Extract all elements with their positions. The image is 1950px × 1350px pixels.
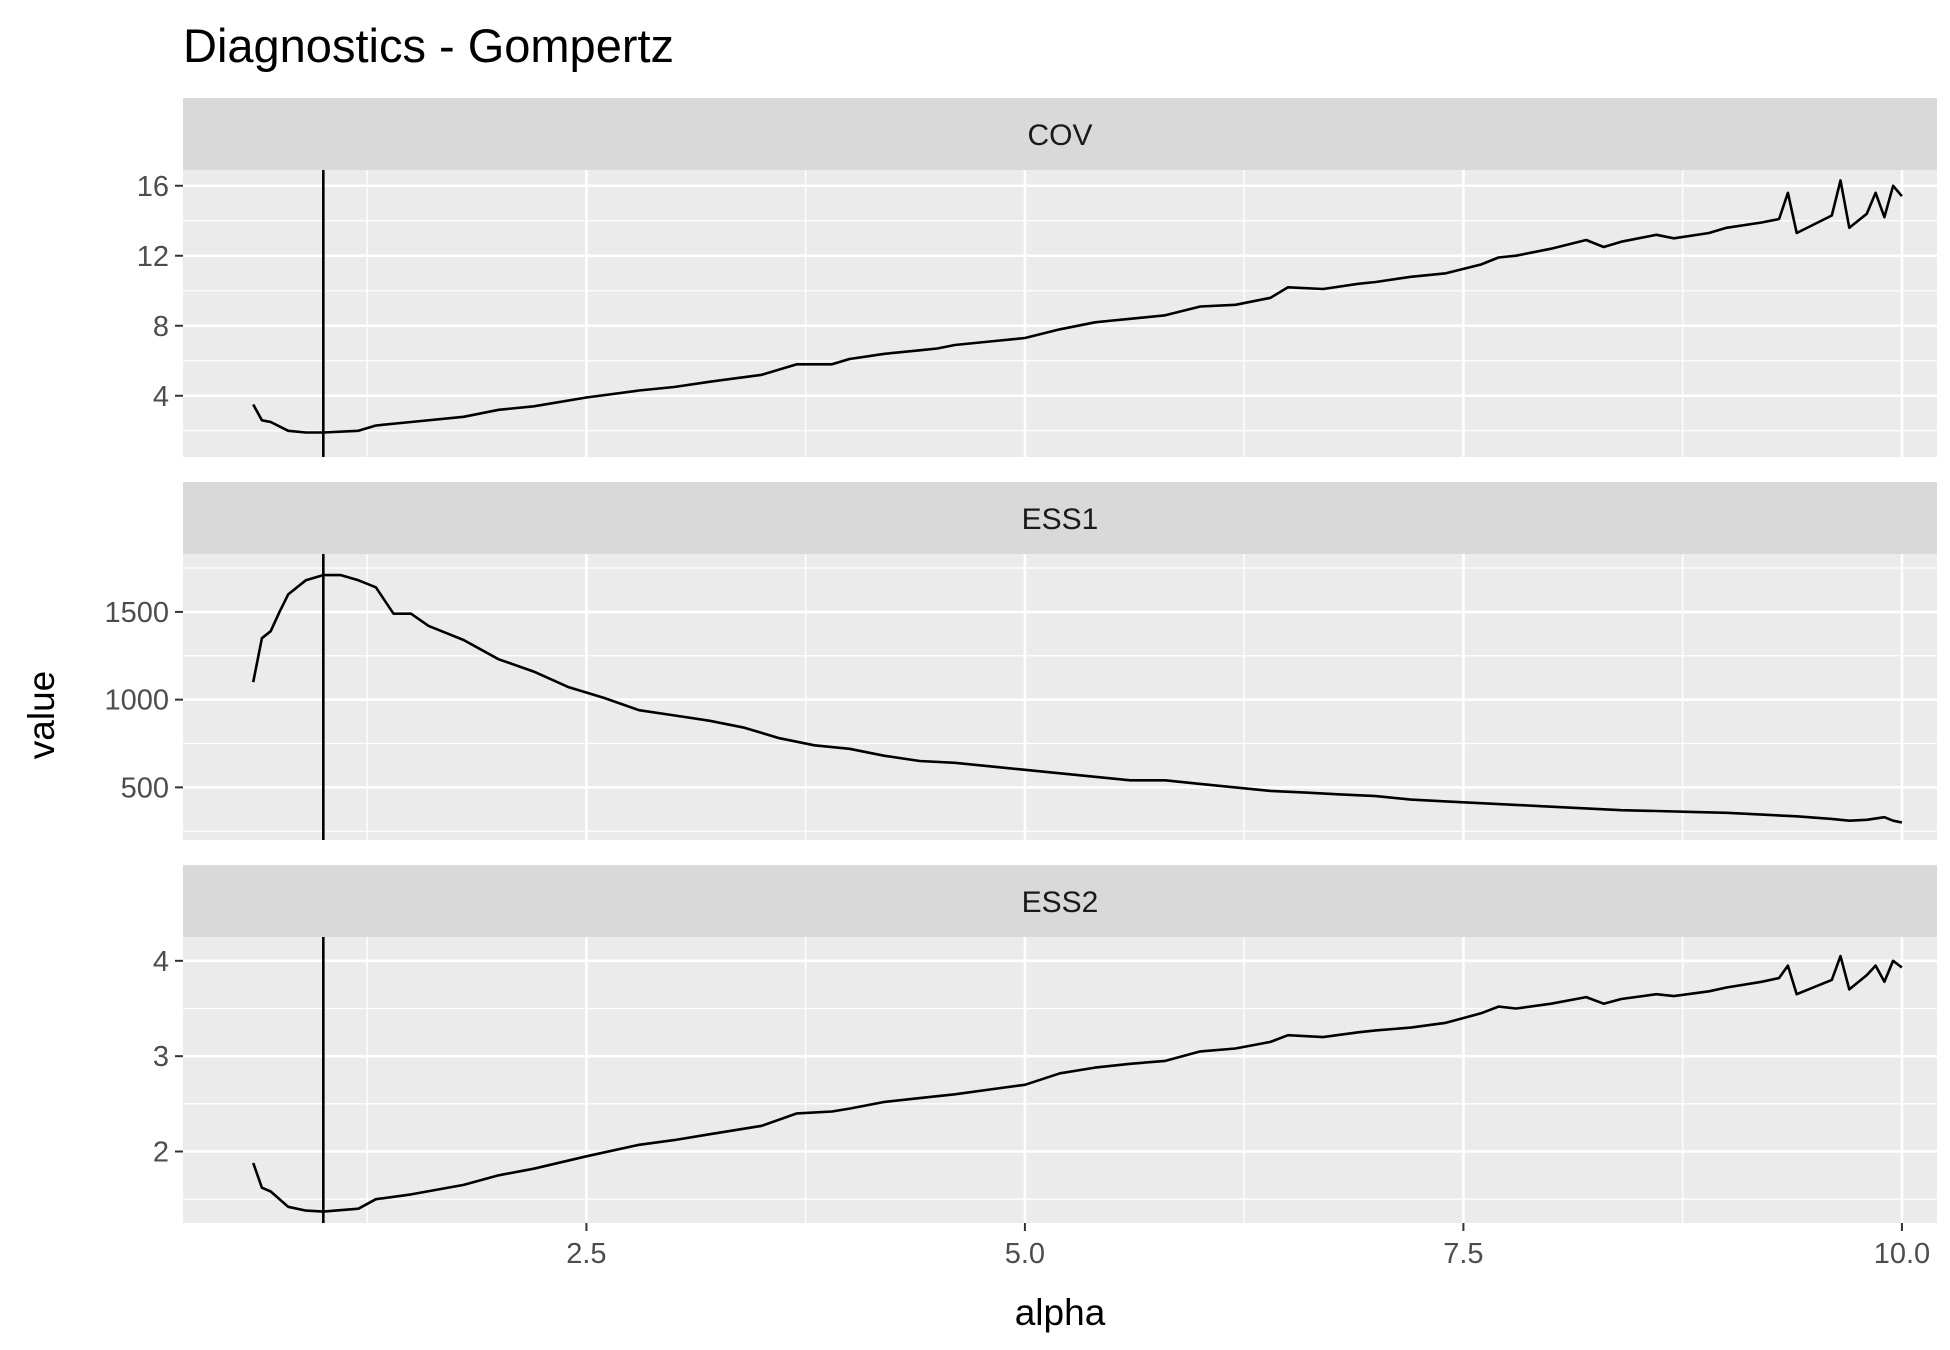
y-tick-label: 4	[153, 381, 169, 413]
strip-background	[183, 98, 1937, 170]
x-tick-label: 2.5	[566, 1238, 606, 1270]
panel-cov: COV 4 8 12 16	[137, 98, 1937, 457]
strip-label: ESS1	[1022, 503, 1099, 536]
y-tick-label: 4	[153, 946, 169, 978]
series-line-ess2	[251, 954, 1903, 1213]
y-tick-label: 16	[137, 171, 169, 203]
y-tick-label: 8	[153, 311, 169, 343]
y-tick-label: 2	[153, 1137, 169, 1169]
series-line-cov	[252, 179, 1903, 434]
chart-title: Diagnostics - Gompertz	[183, 19, 674, 72]
panel-background	[183, 937, 1937, 1223]
strip-background	[183, 482, 1937, 554]
y-tick-label: 3	[153, 1041, 169, 1073]
panel-background	[183, 554, 1937, 840]
strip-label: COV	[1027, 119, 1092, 152]
series-line-ess1	[251, 573, 1903, 824]
x-tick-label: 7.5	[1443, 1238, 1483, 1270]
panel-ess2: ESS2 2 3 4	[153, 865, 1937, 1223]
y-tick-label: 500	[121, 772, 169, 804]
x-axis-title: alpha	[1015, 1292, 1106, 1333]
x-axis: 2.5 5.0 7.5 10.0	[566, 1223, 1930, 1270]
x-tick-label: 5.0	[1005, 1238, 1045, 1270]
panel-background	[183, 170, 1937, 457]
y-tick-label: 1000	[104, 685, 169, 717]
panel-ess1: ESS1 500 1000 1500	[104, 482, 1937, 840]
x-tick-label: 10.0	[1874, 1238, 1930, 1270]
facet-panels: COV 4 8 12 16 ESS1 500 1000 1500 ESS2 2 3 4	[104, 98, 1937, 1223]
strip-background	[183, 865, 1937, 937]
strip-label: ESS2	[1022, 886, 1099, 919]
y-tick-label: 12	[137, 241, 169, 273]
y-axis-title: value	[21, 671, 62, 759]
y-tick-label: 1500	[104, 597, 169, 629]
